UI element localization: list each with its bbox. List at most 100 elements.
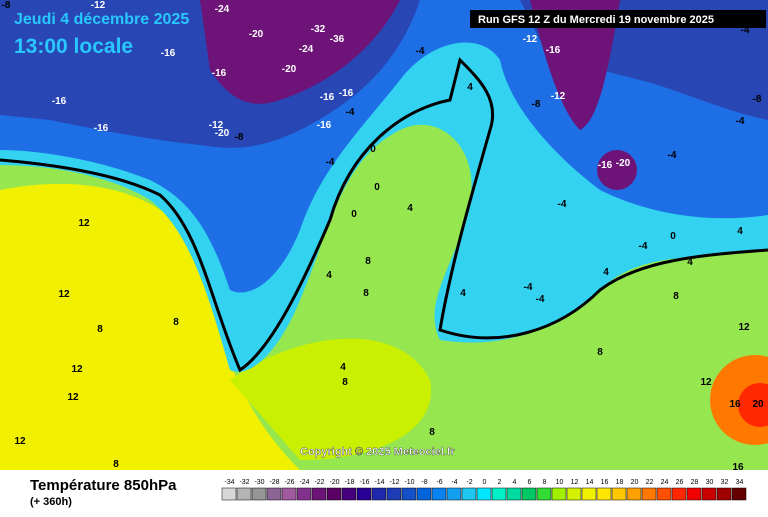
scale-label: -6: [436, 479, 442, 486]
scale-swatch: [611, 487, 627, 501]
scale-swatch: [251, 487, 267, 501]
contour-label: -36: [330, 34, 345, 45]
scale-swatch: [731, 487, 747, 501]
contour-label: 12: [58, 289, 70, 300]
scale-label: 14: [586, 479, 594, 486]
run-info: Run GFS 12 Z du Mercredi 19 novembre 202…: [478, 14, 714, 26]
contour-label: 4: [687, 257, 693, 268]
scale-swatch: [386, 487, 402, 501]
contour-label: 0: [374, 182, 380, 193]
scale-label: 26: [676, 479, 684, 486]
frigid-area: [200, 0, 400, 104]
map: [0, 0, 768, 470]
contour-label: 8: [97, 324, 103, 335]
scale-swatch: [581, 487, 597, 501]
contour-label: -16: [161, 48, 176, 59]
contour-label: 0: [351, 209, 357, 220]
run-box: [470, 10, 766, 28]
contour-label: 4: [460, 288, 466, 299]
scale-label: -30: [254, 479, 264, 486]
scale-label: -32: [239, 479, 249, 486]
scale-swatch: [371, 487, 387, 501]
scale-label: 12: [571, 479, 579, 486]
contour-label: -12: [91, 0, 106, 11]
contour-labels: -8 -12 -24-20-24-32-36-16-16 -20-16-16 -12-2…: [2, 0, 764, 473]
isotherm-0: [0, 57, 768, 373]
contour-label: -12: [209, 120, 224, 131]
scale-label: 24: [661, 479, 669, 486]
contour-label: -4: [639, 241, 648, 252]
scale-label: -20: [329, 479, 339, 486]
contour-label: -16: [598, 160, 613, 171]
scale-swatch: [716, 487, 732, 501]
contour-label: -8: [2, 0, 11, 11]
contour-label: -24: [299, 44, 314, 55]
footer-title: Température 850hPa: [30, 477, 177, 494]
scale-label: -24: [299, 479, 309, 486]
contour-label: 8: [113, 459, 119, 470]
contour-label: 4: [467, 82, 473, 93]
contour-label: -12: [551, 91, 566, 102]
copyright: Copyright © 2025 Meteociel.fr: [300, 446, 456, 458]
scale-swatch: [671, 487, 687, 501]
scale-label: 6: [528, 479, 532, 486]
contour-label: 4: [407, 203, 413, 214]
scale-label: -14: [374, 479, 384, 486]
contour-label: 16: [729, 399, 741, 410]
contour-label: -32: [311, 24, 326, 35]
scale-label: 18: [616, 479, 624, 486]
scale-swatch: [296, 487, 312, 501]
scale-label: -12: [389, 479, 399, 486]
scale-label: -22: [314, 479, 324, 486]
scale-label: 34: [736, 479, 744, 486]
scale-swatch: [566, 487, 582, 501]
forecast-time: 13:00 locale: [14, 35, 133, 58]
footer-subtitle: (+ 360h): [30, 496, 72, 508]
scale-swatch: [401, 487, 417, 501]
contour-label: -16: [546, 45, 561, 56]
scale-label: 20: [631, 479, 639, 486]
scale-swatch: [281, 487, 297, 501]
scale-label: 2: [498, 479, 502, 486]
contour-label: 12: [700, 377, 712, 388]
contour-label: 0: [370, 144, 376, 155]
scale-label: -18: [344, 479, 354, 486]
contour-label: -20: [282, 64, 297, 75]
scale-swatch: [686, 487, 702, 501]
contour-label: -4: [558, 199, 567, 210]
contour-label: 8: [597, 347, 603, 358]
contour-label: -8: [235, 132, 244, 143]
scale-swatch: [641, 487, 657, 501]
contour-label: -4: [741, 25, 750, 36]
contour-label: 4: [737, 226, 743, 237]
scale-swatch: [701, 487, 717, 501]
scale-swatch: [536, 487, 552, 501]
contour-label: 12: [738, 322, 750, 333]
scale-swatch: [596, 487, 612, 501]
contour-label: -16: [94, 123, 109, 134]
contour-label: -12: [523, 34, 538, 45]
contour-label: 8: [173, 317, 179, 328]
scale-swatch: [341, 487, 357, 501]
contour-label: 8: [363, 288, 369, 299]
scale-swatch: [266, 487, 282, 501]
scale-swatch: [461, 487, 477, 501]
scale-label: -2: [466, 479, 472, 486]
frigid-area: [530, 0, 620, 130]
scale-swatch: [236, 487, 252, 501]
contour-label: -20: [215, 128, 230, 139]
contour-label: -16: [317, 120, 332, 131]
scale-label: 10: [556, 479, 564, 486]
scale-label: 16: [601, 479, 609, 486]
contour-label: 4: [603, 267, 609, 278]
scale-label: 4: [513, 479, 517, 486]
contour-label: 12: [71, 364, 83, 375]
contour-label: -24: [215, 4, 230, 15]
scale-swatch: [521, 487, 537, 501]
contour-label: -16: [320, 92, 335, 103]
contour-label: 12: [78, 218, 90, 229]
scale-swatch: [626, 487, 642, 501]
contour-label: 8: [365, 256, 371, 267]
scale-swatch: [326, 487, 342, 501]
